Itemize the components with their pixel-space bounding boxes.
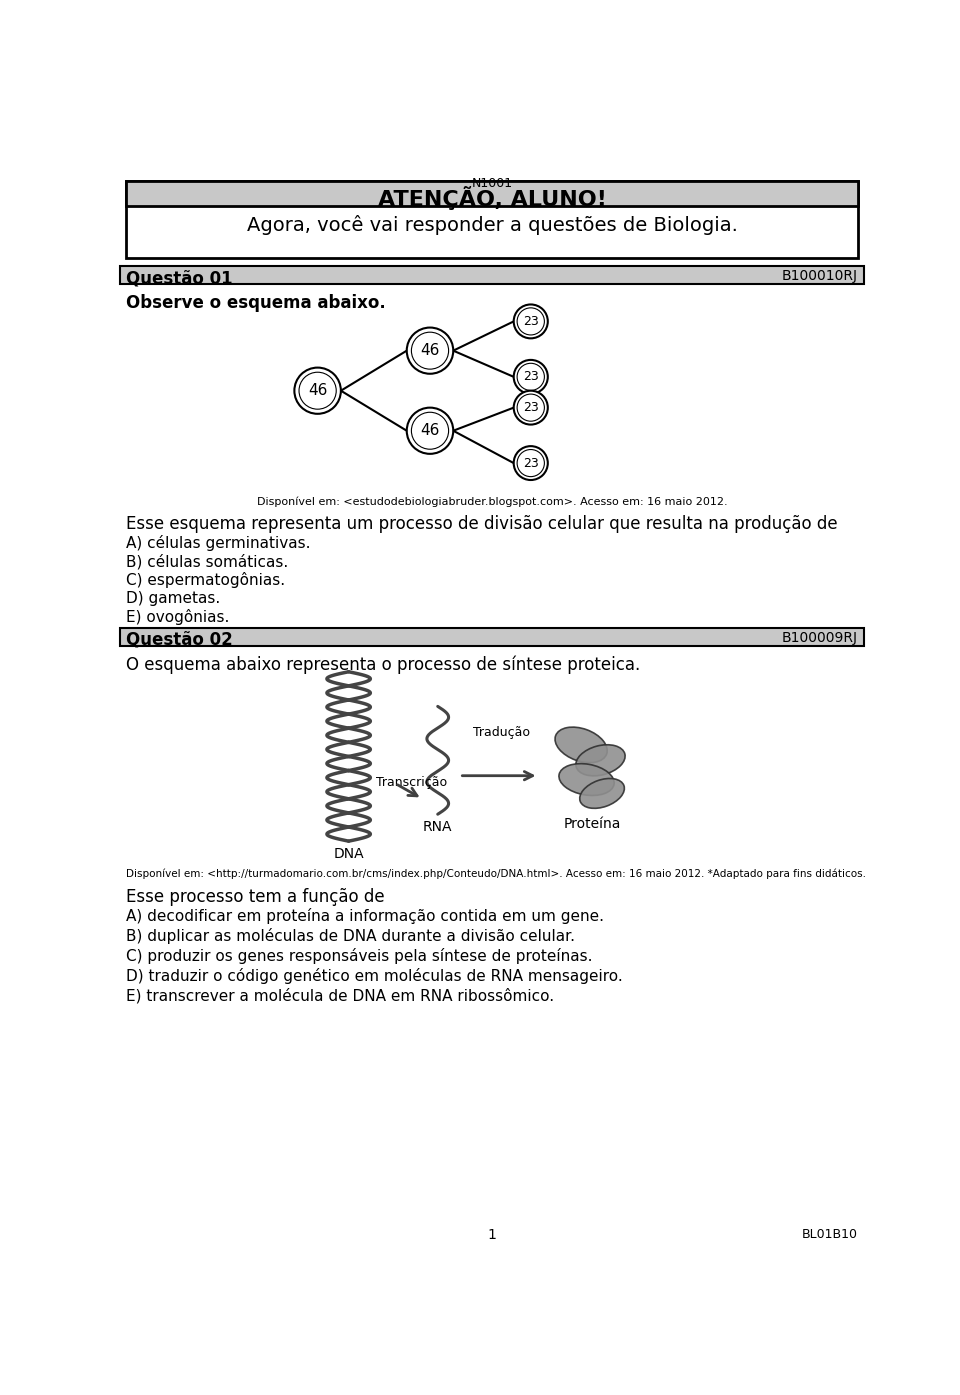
Text: 23: 23 <box>523 456 539 470</box>
Text: Disponível em: <http://turmadomario.com.br/cms/index.php/Conteudo/DNA.html>. Ace: Disponível em: <http://turmadomario.com.… <box>126 868 866 879</box>
Text: D) traduzir o código genético em moléculas de RNA mensageiro.: D) traduzir o código genético em molécul… <box>126 968 623 985</box>
Text: BL01B10: BL01B10 <box>802 1229 858 1242</box>
Ellipse shape <box>559 763 614 795</box>
Bar <box>120 628 864 646</box>
Circle shape <box>412 332 448 370</box>
Text: B100010RJ: B100010RJ <box>781 269 858 283</box>
Circle shape <box>412 413 448 449</box>
Text: N1001: N1001 <box>471 177 513 190</box>
Text: C) espermatogônias.: C) espermatogônias. <box>126 572 285 589</box>
Text: Questão 02: Questão 02 <box>126 631 233 649</box>
Text: E) transcrever a molécula de DNA em RNA ribossômico.: E) transcrever a molécula de DNA em RNA … <box>126 988 554 1004</box>
Text: Esse esquema representa um processo de divisão celular que resulta na produção d: Esse esquema representa um processo de d… <box>126 515 838 533</box>
Ellipse shape <box>580 778 624 808</box>
Text: 46: 46 <box>420 343 440 359</box>
Circle shape <box>517 449 544 477</box>
Circle shape <box>407 407 453 453</box>
Text: RNA: RNA <box>423 820 452 834</box>
Text: ATENÇÃO, ALUNO!: ATENÇÃO, ALUNO! <box>377 186 607 209</box>
Circle shape <box>514 304 548 339</box>
Ellipse shape <box>576 745 625 776</box>
Text: B) duplicar as moléculas de DNA durante a divisão celular.: B) duplicar as moléculas de DNA durante … <box>126 928 575 944</box>
Text: Questão 01: Questão 01 <box>126 269 233 287</box>
Text: 23: 23 <box>523 402 539 414</box>
Text: Transcrição: Transcrição <box>375 776 446 788</box>
Text: A) células germinativas.: A) células germinativas. <box>126 536 311 551</box>
Text: Agora, você vai responder a questões de Biologia.: Agora, você vai responder a questões de … <box>247 215 737 236</box>
Text: C) produzir os genes responsáveis pela síntese de proteínas.: C) produzir os genes responsáveis pela s… <box>126 949 592 964</box>
Bar <box>126 181 858 258</box>
Text: Esse processo tem a função de: Esse processo tem a função de <box>126 889 385 907</box>
Circle shape <box>514 360 548 393</box>
Text: Disponível em: <estudodebiologiabruder.blogspot.com>. Acesso em: 16 maio 2012.: Disponível em: <estudodebiologiabruder.b… <box>256 497 728 508</box>
Circle shape <box>517 308 544 335</box>
Circle shape <box>407 328 453 374</box>
Bar <box>126 181 858 206</box>
Text: 23: 23 <box>523 315 539 328</box>
Circle shape <box>517 363 544 391</box>
Text: O esquema abaixo representa o processo de síntese proteica.: O esquema abaixo representa o processo d… <box>126 656 640 674</box>
Bar <box>120 266 864 285</box>
Text: A) decodificar em proteína a informação contida em um gene.: A) decodificar em proteína a informação … <box>126 908 604 923</box>
Text: D) gametas.: D) gametas. <box>126 591 221 605</box>
Text: 23: 23 <box>523 370 539 384</box>
Text: Proteína: Proteína <box>564 816 621 830</box>
Circle shape <box>295 368 341 414</box>
Circle shape <box>514 391 548 424</box>
Text: B) células somáticas.: B) células somáticas. <box>126 554 288 569</box>
Text: 1: 1 <box>488 1229 496 1243</box>
Text: B100009RJ: B100009RJ <box>781 631 858 644</box>
Text: Tradução: Tradução <box>472 725 530 738</box>
Ellipse shape <box>555 727 608 763</box>
Text: DNA: DNA <box>333 847 364 861</box>
Circle shape <box>514 446 548 480</box>
Text: E) ovogônias.: E) ovogônias. <box>126 610 229 625</box>
Circle shape <box>299 372 336 409</box>
Circle shape <box>517 395 544 421</box>
Text: 46: 46 <box>308 384 327 398</box>
Text: 46: 46 <box>420 423 440 438</box>
Text: Observe o esquema abaixo.: Observe o esquema abaixo. <box>126 294 386 312</box>
